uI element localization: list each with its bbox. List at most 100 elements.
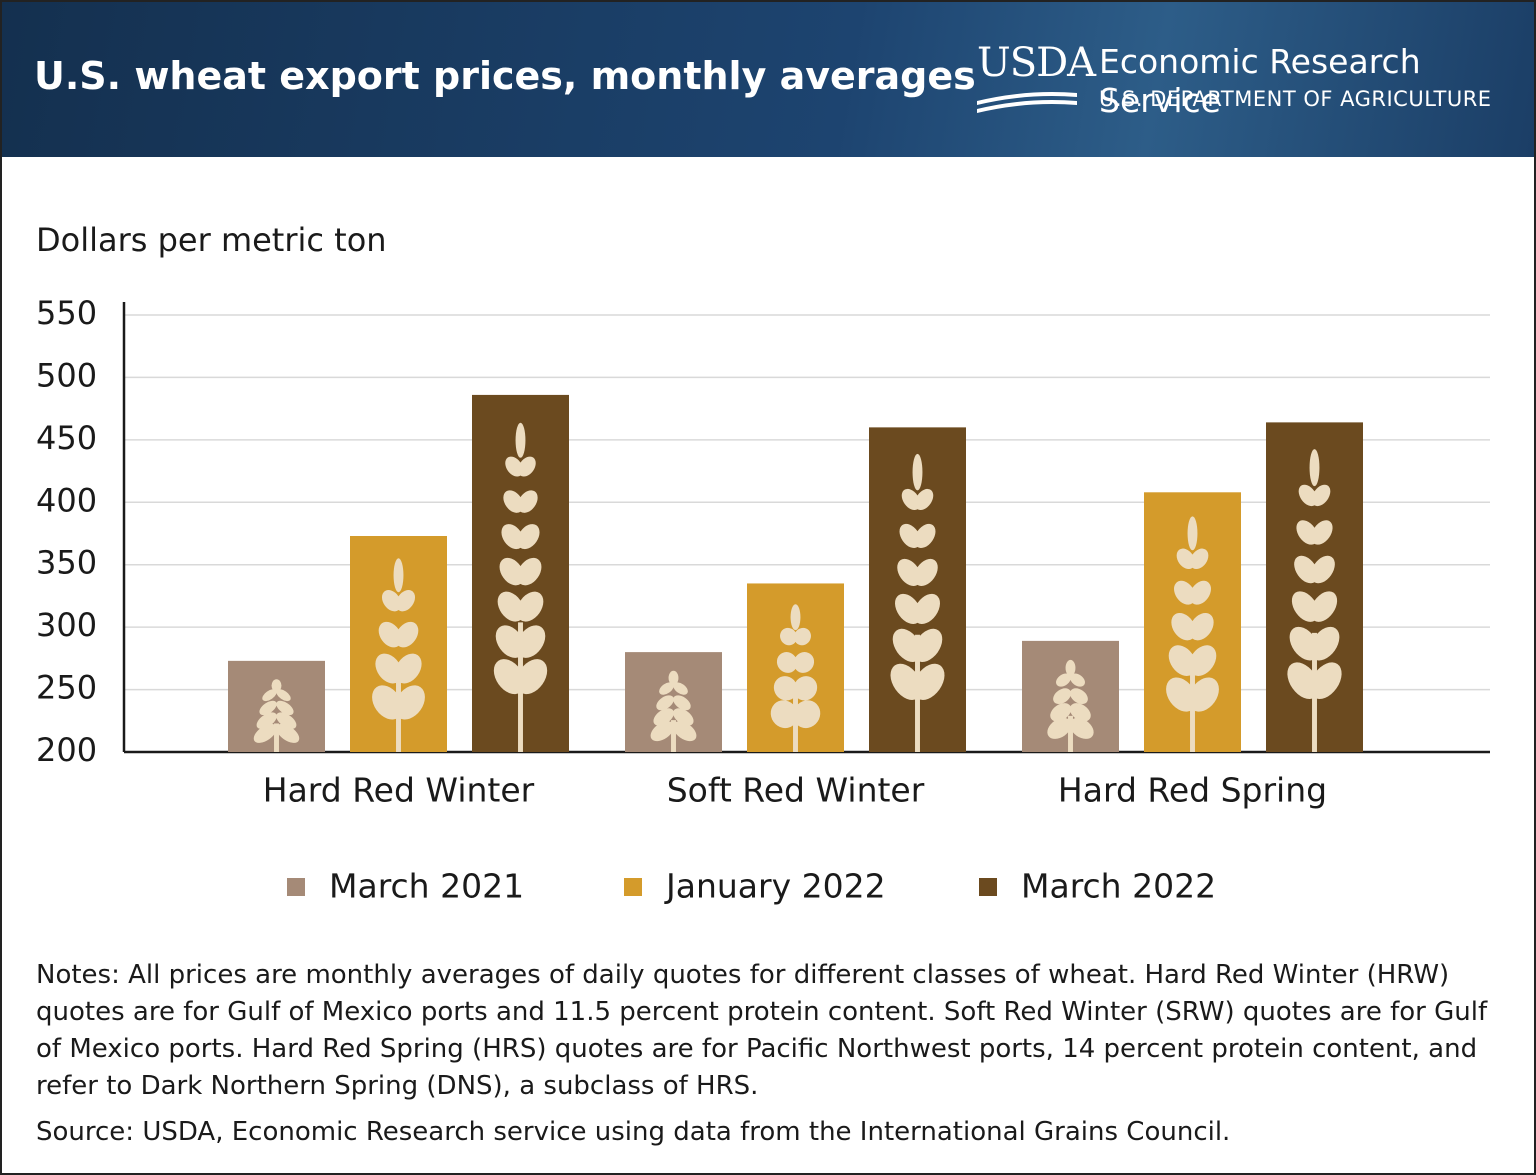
wheat-grain [1311, 520, 1333, 545]
logo: USDA [977, 40, 1096, 86]
wheat-grain [518, 456, 536, 477]
y-tick-label: 300 [36, 606, 97, 644]
wheat-grain [516, 659, 548, 695]
wheat-grain [793, 676, 818, 701]
wheat-icon [650, 670, 697, 752]
wheat-grain [793, 652, 815, 673]
wheat-icon [890, 453, 945, 752]
wheat-grain [1309, 662, 1342, 700]
wheat-grain [1310, 626, 1340, 661]
wheat-grain [673, 721, 697, 742]
y-tick-label: 350 [36, 544, 97, 582]
wheat-grain [790, 604, 801, 631]
wheat-grain [673, 708, 694, 726]
wheat-grain [659, 682, 674, 695]
y-tick-label: 500 [36, 356, 97, 394]
notes: Notes: All prices are monthly averages o… [36, 960, 1488, 1101]
department: U.S. DEPARTMENT OF AGRICULTURE [1099, 87, 1492, 111]
wheat-grain [1053, 688, 1072, 705]
legend-label: January 2022 [664, 867, 886, 906]
wheat-grain [793, 700, 821, 729]
wheat-grain [1190, 548, 1209, 570]
wheat-grain [276, 700, 294, 716]
wheat-grain [515, 422, 526, 458]
y-tick-label: 200 [36, 731, 97, 769]
wheat-grain [262, 689, 277, 702]
title: U.S. wheat export prices, monthly averag… [34, 54, 976, 98]
wheat-grain [517, 557, 542, 586]
wheat-grain [1065, 659, 1076, 677]
wheat-grain [1056, 673, 1071, 687]
wheat-grain [794, 627, 811, 646]
wheat-icon [493, 422, 548, 752]
wheat-grain [1187, 516, 1198, 551]
wheat-grain [1047, 717, 1072, 739]
wheat-grain [668, 670, 679, 685]
wheat-icon [1166, 516, 1219, 752]
wheat-grain [650, 721, 674, 742]
wheat-grain [776, 652, 798, 673]
wheat-grain [516, 591, 544, 622]
wheat-grain [393, 558, 404, 593]
wheat-icon [1047, 659, 1094, 752]
source: Source: USDA, Economic Research service … [36, 1117, 1231, 1147]
wheat-grain [1050, 703, 1072, 722]
agency: Economic Research Service [1099, 42, 1421, 120]
wheat-grain [396, 590, 416, 612]
wheat-grain [517, 490, 538, 513]
y-tick-label: 550 [36, 294, 97, 332]
wheat-grain [276, 689, 291, 702]
wheat-grain [1310, 555, 1335, 584]
wheat-grain [271, 679, 282, 692]
wheat-grain [1069, 717, 1094, 739]
y-tick-label: 250 [36, 669, 97, 707]
legend-swatch [287, 878, 305, 896]
chart: Dollars per metric ton 200 250 300 350 400 45… [36, 221, 1490, 906]
wheat-grain [259, 700, 277, 716]
wheat-grain [773, 676, 798, 701]
wheat-grain [673, 695, 691, 711]
wheat-grain [1189, 580, 1211, 605]
header: U.S. wheat export prices, monthly averag… [2, 2, 1534, 157]
wheat-grain [516, 625, 546, 658]
wheat-grain [673, 682, 688, 695]
wheat-grain [913, 628, 943, 662]
wheat-icon [253, 679, 300, 752]
legend-swatch [624, 878, 642, 896]
wheat-grain [394, 685, 425, 720]
y-tick-label: 450 [36, 419, 97, 457]
wheat-grain [780, 627, 797, 646]
wheat-icon [1287, 449, 1342, 752]
x-tick-label: Hard Red Winter [263, 771, 535, 810]
wheat-grain [1311, 484, 1331, 507]
wheat-grain [276, 723, 300, 743]
x-tick-label: Hard Red Spring [1058, 771, 1327, 810]
legend-label: March 2021 [329, 867, 524, 906]
wheat-grain [914, 558, 938, 587]
wheat-icon [372, 558, 425, 752]
wheat-grain [1070, 673, 1085, 687]
wheat-grain [1188, 677, 1219, 712]
wheat-grain [656, 695, 674, 711]
wheat-grain [395, 653, 422, 684]
wheat-grain [912, 663, 945, 700]
logo-swoosh [977, 92, 1077, 113]
y-axis-label: Dollars per metric ton [36, 221, 387, 259]
wheat-grain [1309, 449, 1320, 487]
wheat-grain [913, 593, 940, 624]
wheat-grain [1069, 688, 1088, 705]
wheat-icon [770, 604, 821, 752]
wheat-grain [395, 621, 419, 648]
legend-swatch [979, 878, 997, 896]
wheat-grain [770, 700, 798, 729]
wheat-grain [653, 708, 674, 726]
wheat-grain [1188, 645, 1217, 676]
wheat-grain [914, 523, 936, 549]
wheat-grain [517, 524, 540, 550]
x-tick-label: Soft Red Winter [667, 771, 925, 810]
wheat-grain [914, 488, 934, 511]
wheat-grain [253, 723, 277, 743]
y-tick-label: 400 [36, 481, 97, 519]
legend-label: March 2022 [1021, 867, 1216, 906]
